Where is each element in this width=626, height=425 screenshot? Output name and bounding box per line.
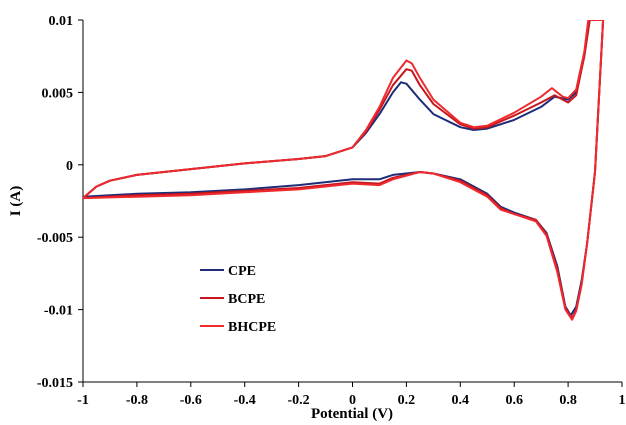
x-tick-label: 0	[349, 393, 356, 408]
y-axis-ticks: 0.01 0.005 0 -0.005 -0.01 -0.015	[37, 14, 83, 391]
series-line-bcpe	[83, 20, 605, 320]
legend-label: BHCPE	[228, 320, 276, 335]
y-tick-label: 0.01	[49, 14, 74, 29]
legend-label: CPE	[228, 264, 256, 279]
y-tick-label: -0.01	[44, 304, 73, 319]
series-line-bhcpe	[83, 20, 605, 321]
x-tick-label: -0.2	[288, 393, 310, 408]
x-tick-label: 0.2	[398, 393, 416, 408]
x-tick-label: 0.4	[452, 393, 470, 408]
x-tick-label: 1	[619, 393, 626, 408]
x-axis-ticks: -1 -0.8 -0.6 -0.4 -0.2 0 0.2 0.4 0.6 0.8 1	[77, 382, 626, 408]
legend-label: BCPE	[228, 292, 265, 307]
x-tick-label: -0.4	[234, 393, 256, 408]
y-tick-label: -0.015	[37, 376, 73, 391]
x-tick-label: 0.6	[505, 393, 523, 408]
x-axis-title: Potential (V)	[311, 406, 393, 422]
series-lines	[83, 20, 605, 321]
series-line-cpe	[83, 20, 605, 317]
x-tick-label: -0.8	[126, 393, 148, 408]
y-tick-label: 0.005	[42, 86, 74, 101]
x-tick-label: 0.8	[559, 393, 577, 408]
y-tick-label: -0.005	[37, 231, 73, 246]
legend: CPE BCPE BHCPE	[200, 264, 276, 335]
x-tick-label: -1	[77, 393, 89, 408]
x-tick-label: -0.6	[180, 393, 202, 408]
plot-area: -1 -0.8 -0.6 -0.4 -0.2 0 0.2 0.4 0.6 0.8 1 0.010.0…	[37, 14, 626, 408]
y-axis-title: I (A)	[8, 186, 24, 216]
y-tick-label: 0	[66, 159, 73, 174]
